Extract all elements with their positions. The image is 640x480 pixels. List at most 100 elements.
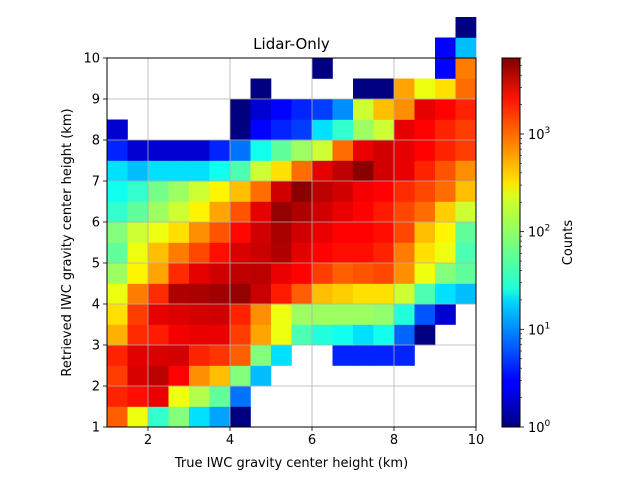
heatmap-cell [373, 263, 395, 284]
heatmap-cell [209, 242, 231, 264]
heatmap-cell [312, 242, 333, 264]
y-tick-label: 9 [92, 93, 100, 108]
heatmap-cell [250, 345, 272, 366]
heatmap-cell [271, 201, 292, 223]
heatmap-cell [127, 181, 149, 202]
heatmap-cell [332, 304, 354, 325]
heatmap-cell [107, 304, 128, 325]
heatmap-cell [230, 345, 251, 366]
heatmap-cell [353, 324, 374, 346]
heatmap-cell [230, 160, 251, 182]
heatmap-cell [127, 324, 149, 346]
heatmap-cell [250, 119, 272, 141]
heatmap-cell [373, 119, 395, 141]
heatmap-cell [271, 181, 292, 202]
heatmap-cell [414, 222, 436, 243]
heatmap-cell [209, 263, 231, 284]
heatmap-cell [455, 58, 477, 79]
heatmap-cell [127, 304, 149, 325]
heatmap-cell [291, 304, 313, 325]
heatmap-cell [353, 181, 374, 202]
heatmap-cell [148, 365, 169, 387]
heatmap-cell [209, 160, 231, 182]
heatmap-cell [394, 263, 415, 284]
heatmap-cell [332, 119, 354, 141]
y-tick-label: 7 [92, 175, 100, 190]
heatmap-cell [168, 242, 190, 264]
heatmap-cell [189, 140, 210, 161]
heatmap-cell [414, 160, 436, 182]
heatmap-cell [435, 37, 456, 59]
heatmap-cell [414, 283, 436, 305]
heatmap-cell [312, 181, 333, 202]
heatmap-cell [271, 222, 292, 243]
heatmap-cell [230, 263, 251, 284]
heatmap-cell [312, 283, 333, 305]
heatmap-cell [250, 324, 272, 346]
heatmap-cell [168, 345, 190, 366]
heatmap-cell [209, 406, 231, 428]
heatmap-cell [230, 99, 251, 120]
x-axis-ticks: 2 4 6 8 10 [144, 427, 484, 448]
heatmap-cell [250, 283, 272, 305]
heatmap-cell [291, 119, 313, 141]
heatmap-cell [209, 345, 231, 366]
heatmap-cell [353, 99, 374, 120]
heatmap-cell [455, 283, 477, 305]
heatmap-cell [312, 119, 333, 141]
heatmap-cell [148, 263, 169, 284]
heatmap-cell [312, 263, 333, 284]
colorbar [501, 57, 521, 428]
heatmap-cell [414, 140, 436, 161]
heatmap-cell [127, 386, 149, 407]
x-tick-label: 10 [468, 433, 485, 448]
heatmap-cell [414, 324, 436, 346]
heatmap-cell [414, 263, 436, 284]
colorbar-tick-label: 101 [528, 321, 550, 338]
heatmap-cell [209, 324, 231, 346]
heatmap-cell [168, 304, 190, 325]
heatmap-cell [455, 37, 477, 59]
heatmap-cell [373, 181, 395, 202]
x-tick-label: 2 [144, 433, 152, 448]
heatmap-cell [435, 140, 456, 161]
colorbar-tick-label: 103 [528, 126, 550, 143]
heatmap-cell [250, 242, 272, 264]
heatmap-cell [394, 283, 415, 305]
y-tick-label: 3 [92, 339, 100, 354]
heatmap-cell [189, 222, 210, 243]
heatmap-cell [107, 283, 128, 305]
heatmap-cell [455, 181, 477, 202]
heatmap-cell [414, 119, 436, 141]
heatmap-cell [312, 201, 333, 223]
heatmap-cell [394, 99, 415, 120]
heatmap-cell [332, 99, 354, 120]
heatmap-cell [148, 160, 169, 182]
heatmap-cell [455, 78, 477, 100]
heatmap-cell [148, 304, 169, 325]
heatmap-cell [414, 78, 436, 100]
heatmap-cell [168, 386, 190, 407]
heatmap-cell [332, 263, 354, 284]
heatmap-cell [127, 365, 149, 387]
heatmap-cell [455, 201, 477, 223]
heatmap-cell [332, 140, 354, 161]
heatmap-cell [394, 242, 415, 264]
heatmap-cell [353, 78, 374, 100]
heatmap-cell [394, 345, 415, 366]
heatmap-cell [455, 222, 477, 243]
heatmap-cell [332, 222, 354, 243]
heatmap-cell [189, 386, 210, 407]
heatmap-cell [435, 160, 456, 182]
heatmap-cell [250, 160, 272, 182]
heatmap-cell [230, 283, 251, 305]
heatmap-cell [148, 324, 169, 346]
heatmap-cell [332, 181, 354, 202]
heatmap-cell [394, 222, 415, 243]
heatmap-cell [373, 324, 395, 346]
heatmap-cell [250, 201, 272, 223]
heatmap-cell [230, 201, 251, 223]
heatmap-cell [250, 365, 272, 387]
heatmap-cell [435, 222, 456, 243]
heatmap-cell [189, 263, 210, 284]
